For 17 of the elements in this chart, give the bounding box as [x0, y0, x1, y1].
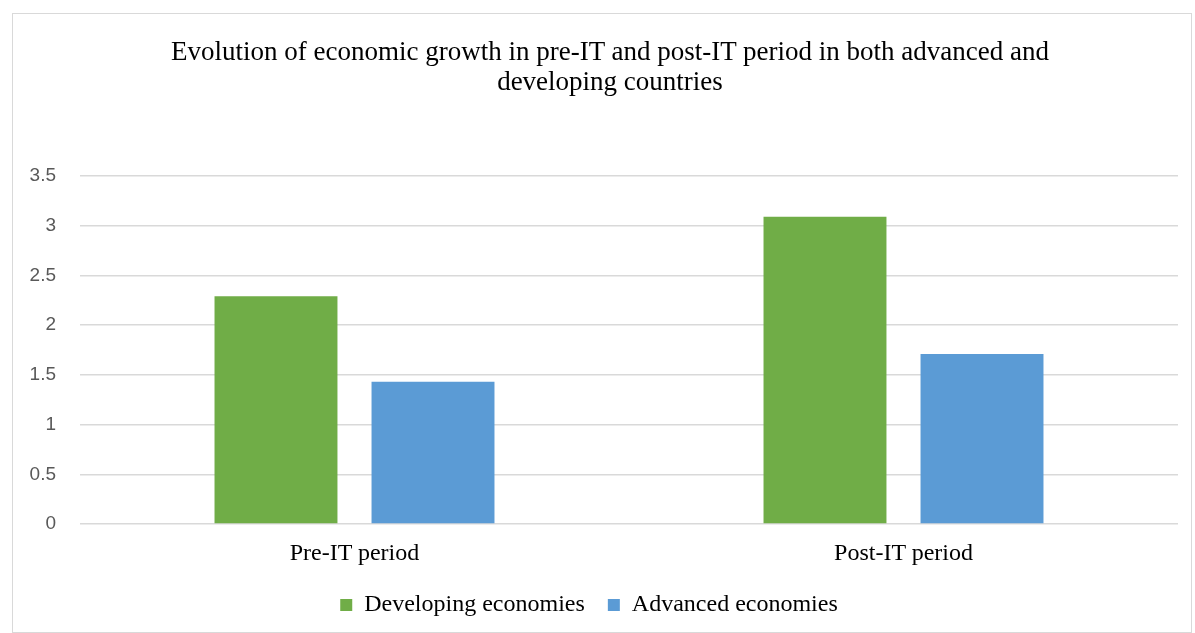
y-tick-label: 1	[45, 412, 56, 434]
y-tick-label: 0	[45, 512, 56, 534]
y-tick-label: 0.5	[29, 462, 56, 484]
x-tick-label: Post-IT period	[834, 538, 973, 565]
y-tick-label: 1.5	[29, 363, 56, 385]
chart-title: Evolution of economic growth in pre-IT and post-IT period in both advanced and developing countries	[170, 36, 1050, 96]
bar	[371, 381, 495, 524]
x-tick-label: Pre-IT period	[289, 538, 420, 565]
y-tick-label: 2	[45, 313, 56, 335]
bar	[920, 353, 1044, 524]
bar	[214, 296, 338, 524]
y-tick-label: 2.5	[29, 263, 56, 285]
legend-label: Developing economies	[364, 590, 585, 617]
legend-label: Advanced economies	[631, 590, 838, 617]
y-tick-label: 3.5	[29, 164, 56, 186]
bar	[763, 216, 887, 524]
y-tick-label: 3	[45, 213, 56, 235]
